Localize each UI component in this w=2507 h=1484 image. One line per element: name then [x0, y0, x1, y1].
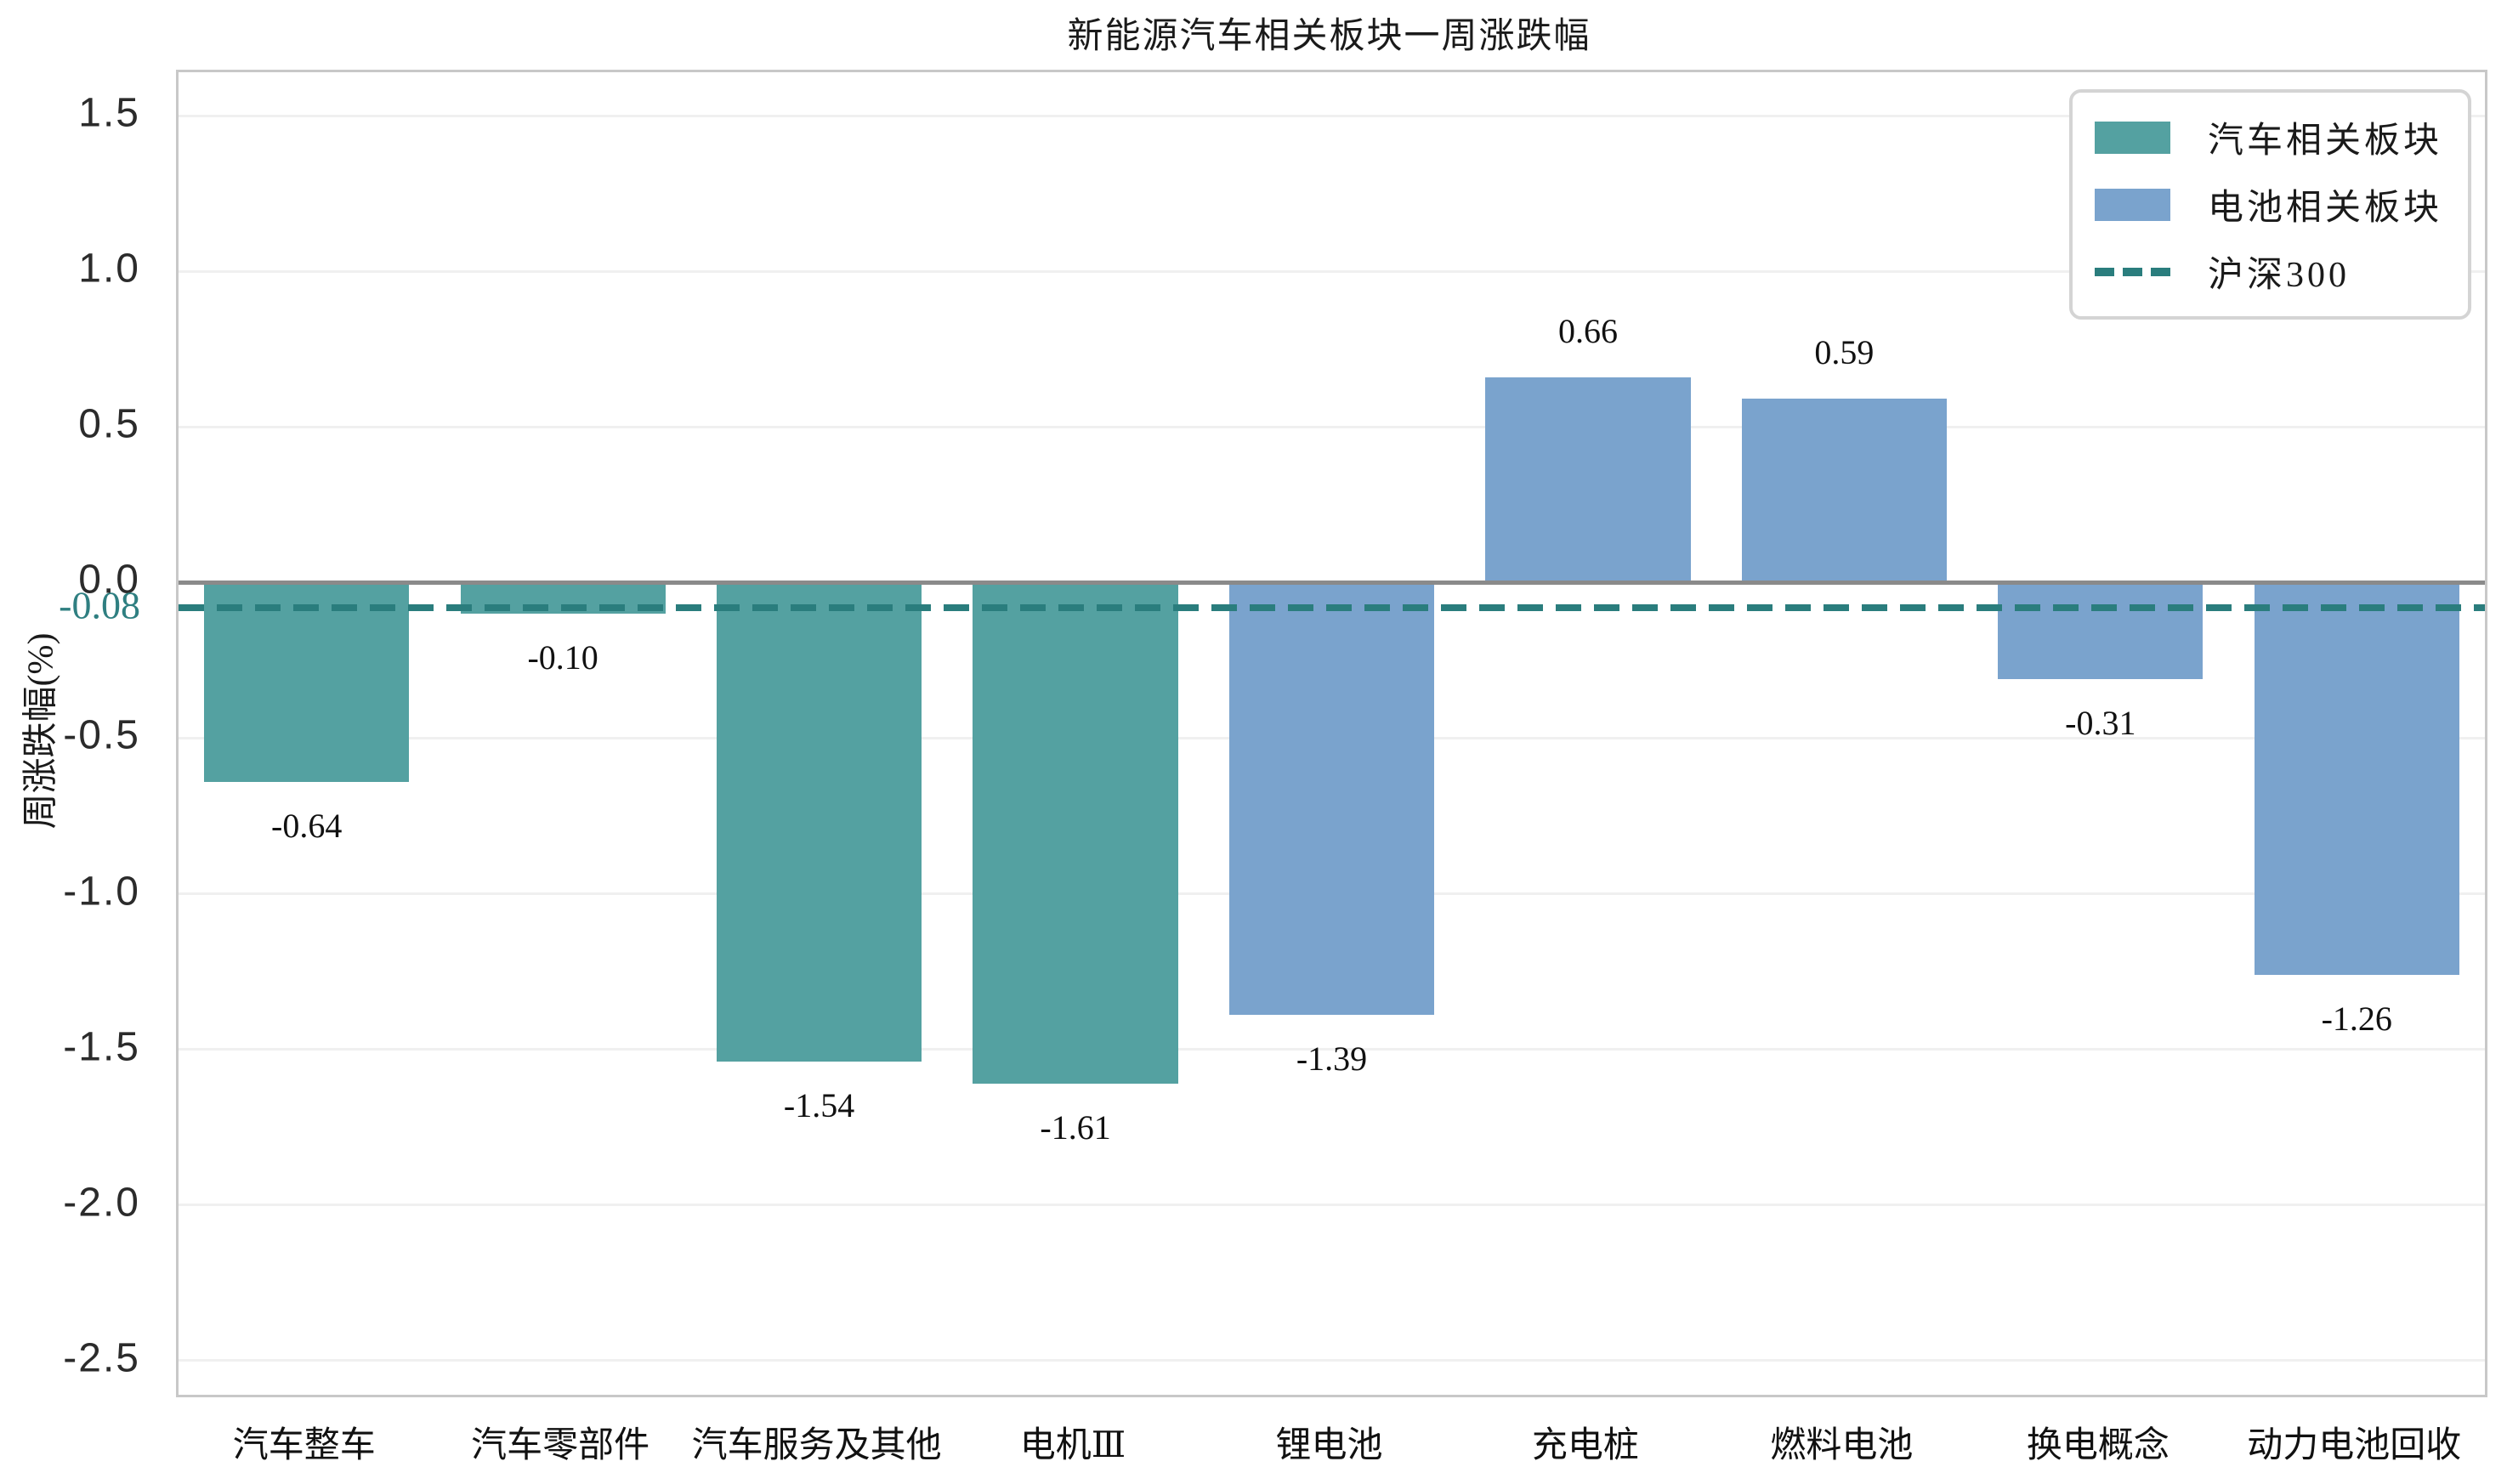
x-tick-label: 锂电池 — [1275, 1426, 1383, 1465]
bar — [973, 582, 1178, 1084]
zero-axis-line — [179, 580, 2485, 585]
legend-item-benchmark: 沪深300 — [2094, 246, 2442, 297]
y-tick-label: 1.0 — [78, 246, 140, 292]
x-tick-label: 汽车零部件 — [471, 1426, 650, 1465]
gridline — [179, 269, 2485, 273]
battery-series-swatch-icon — [2094, 188, 2170, 221]
legend-item-auto-sectors: 汽车相关板块 — [2094, 111, 2442, 163]
y-tick-label: -2.5 — [63, 1335, 140, 1381]
x-tick-label: 汽车服务及其他 — [691, 1426, 942, 1465]
y-tick-label: 0.0 — [78, 557, 140, 603]
bar — [1228, 582, 1435, 1016]
bar — [717, 582, 922, 1062]
bar-value-label: -1.39 — [1296, 1039, 1368, 1079]
x-tick-label: 动力电池回收 — [2247, 1426, 2462, 1465]
bar-value-label: 0.59 — [1814, 333, 1875, 372]
x-tick-label: 充电桩 — [1531, 1426, 1639, 1465]
bar-value-label: -1.54 — [783, 1086, 855, 1125]
bar — [1485, 377, 1691, 583]
auto-series-swatch-icon — [2094, 121, 2170, 154]
gridline — [179, 1048, 2485, 1051]
x-tick-label: 电机Ⅲ — [1019, 1426, 1126, 1465]
y-tick-label: 0.5 — [78, 401, 140, 447]
y-tick-label: -2.0 — [63, 1180, 140, 1226]
gridline — [179, 1204, 2485, 1207]
bar-value-label: 0.66 — [1557, 311, 1618, 350]
y-axis-ticks: -0.08 1.5 1.0 0.5 0.0 -0.5 -1.0 -1.5 -2.0 -2.5 — [0, 70, 140, 1392]
bar-value-label: -0.10 — [527, 638, 598, 677]
benchmark-dashed-line-icon — [2094, 267, 2170, 276]
chart-title: 新能源汽车相关板块一周涨跌幅 — [1067, 17, 1591, 56]
gridline — [179, 425, 2485, 428]
bar — [2254, 582, 2459, 975]
benchmark-value-label: -0.08 — [59, 583, 140, 627]
x-axis-ticks: 汽车整车 汽车零部件 汽车服务及其他 电机Ⅲ 锂电池 充电桩 燃料电池 换电概念 动力电池回收 — [176, 1416, 2482, 1467]
y-tick-label: -1.5 — [63, 1024, 140, 1070]
plot-area: 汽车相关板块 电池相关板块 沪深300 -0.64 -0.10 -1.54 -1.61… — [176, 70, 2487, 1397]
y-tick-label: -0.5 — [63, 712, 140, 758]
benchmark-dashed-line — [179, 603, 2485, 611]
bar — [1998, 582, 2204, 679]
y-tick-label: 1.5 — [78, 90, 140, 136]
bar-value-label: -0.64 — [271, 806, 343, 845]
gridline — [179, 1359, 2485, 1362]
y-tick-label: -1.0 — [63, 869, 140, 915]
x-tick-label: 汽车整车 — [232, 1426, 376, 1465]
legend-item-battery-sectors: 电池相关板块 — [2094, 178, 2442, 230]
x-tick-label: 换电概念 — [2026, 1426, 2170, 1465]
gridline — [179, 114, 2485, 117]
bar — [1741, 399, 1947, 583]
legend-label-auto: 汽车相关板块 — [2207, 122, 2442, 161]
bar — [204, 582, 410, 782]
x-tick-label: 燃料电池 — [1770, 1426, 1914, 1465]
bar-value-label: -1.26 — [2321, 999, 2392, 1038]
legend-label-benchmark: 沪深300 — [2207, 256, 2350, 295]
legend: 汽车相关板块 电池相关板块 沪深300 — [2068, 89, 2471, 320]
bar-value-label: -0.31 — [2065, 703, 2136, 742]
legend-label-battery: 电池相关板块 — [2207, 189, 2442, 228]
bar-value-label: -1.61 — [1040, 1107, 1111, 1147]
